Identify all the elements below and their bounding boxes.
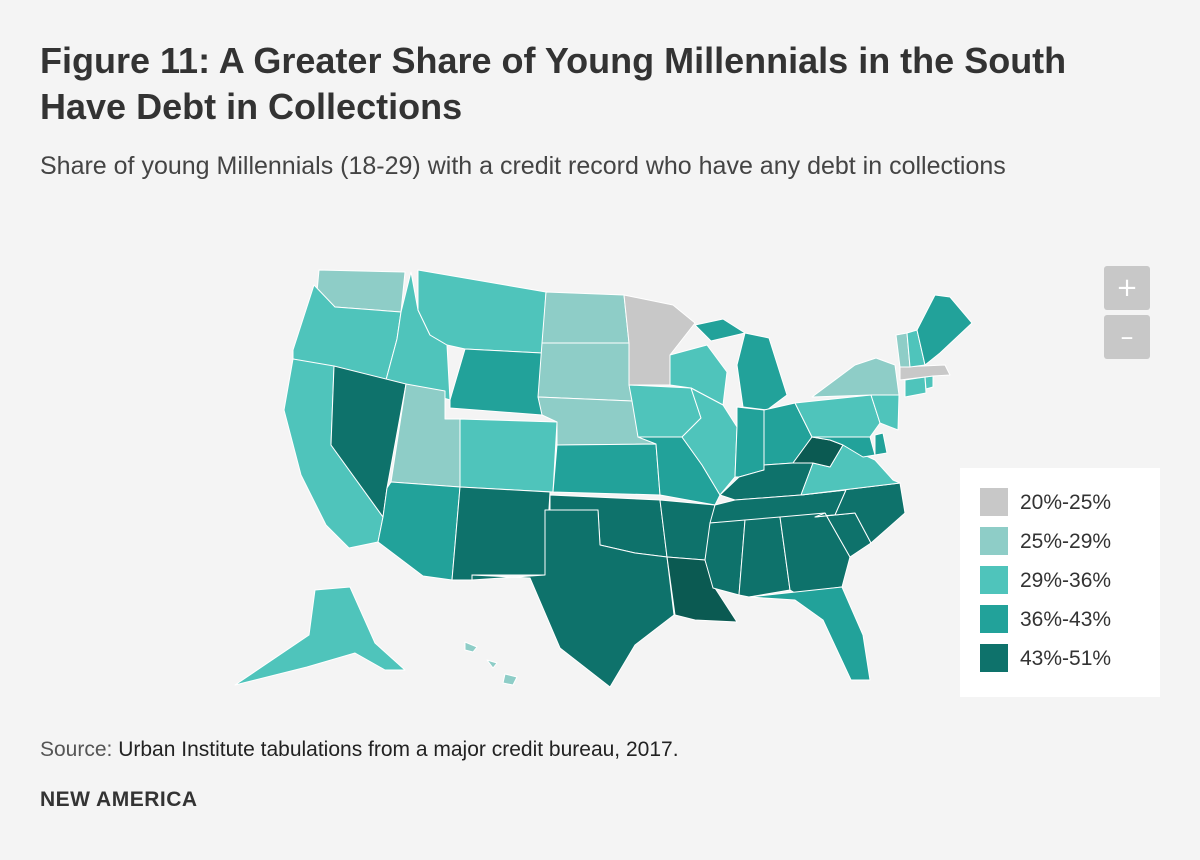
state-de[interactable] (874, 432, 888, 456)
state-wy[interactable] (449, 348, 543, 416)
source-text: Urban Institute tabulations from a major… (118, 738, 679, 761)
state-nm[interactable] (451, 486, 551, 581)
state-fl[interactable] (748, 586, 871, 681)
legend-swatch (980, 644, 1008, 672)
zoom-out-button[interactable]: – (1104, 315, 1150, 359)
state-az[interactable] (377, 481, 461, 581)
legend-label: 29%-36% (1020, 569, 1112, 592)
state-al[interactable] (738, 516, 791, 598)
state-in[interactable] (734, 406, 765, 478)
state-pa[interactable] (794, 394, 881, 438)
legend-label: 36%-43% (1020, 608, 1112, 631)
state-hi[interactable] (464, 641, 518, 686)
legend-swatch (980, 488, 1008, 516)
state-nj[interactable] (870, 394, 900, 431)
state-tx[interactable] (471, 509, 675, 688)
state-nd[interactable] (541, 291, 630, 344)
legend-label: 25%-29% (1020, 530, 1112, 553)
source-note: Source: Urban Institute tabulations from… (40, 738, 679, 762)
page-title: Figure 11: A Greater Share of Young Mill… (40, 40, 1067, 127)
legend-label: 43%-51% (1020, 647, 1112, 670)
state-ks[interactable] (552, 443, 661, 496)
state-ct[interactable] (904, 376, 927, 398)
state-ny[interactable] (811, 357, 900, 398)
state-layer (234, 269, 973, 688)
state-co[interactable] (459, 418, 558, 493)
zoom-in-button[interactable]: + (1104, 266, 1150, 310)
state-me[interactable] (916, 294, 973, 366)
state-ms[interactable] (704, 519, 746, 596)
brand-logo: NEW AMERICA (40, 788, 198, 811)
legend-label: 20%-25% (1020, 491, 1112, 514)
legend-swatch (980, 527, 1008, 555)
map-subtitle: Share of young Millennials (18-29) with … (40, 152, 1006, 180)
source-label: Source: (40, 738, 113, 761)
us-choropleth-map (234, 269, 973, 688)
legend-swatch (980, 566, 1008, 594)
state-nc[interactable] (800, 482, 906, 544)
state-ri[interactable] (924, 375, 934, 390)
state-ma[interactable] (899, 364, 951, 381)
state-sd[interactable] (537, 342, 633, 402)
state-ak[interactable] (234, 586, 406, 686)
state-md[interactable] (811, 436, 876, 458)
legend-swatch (980, 605, 1008, 633)
map-legend: 20%-25% 25%-29% 29%-36% 36%-43% 43%-51% (960, 468, 1160, 697)
